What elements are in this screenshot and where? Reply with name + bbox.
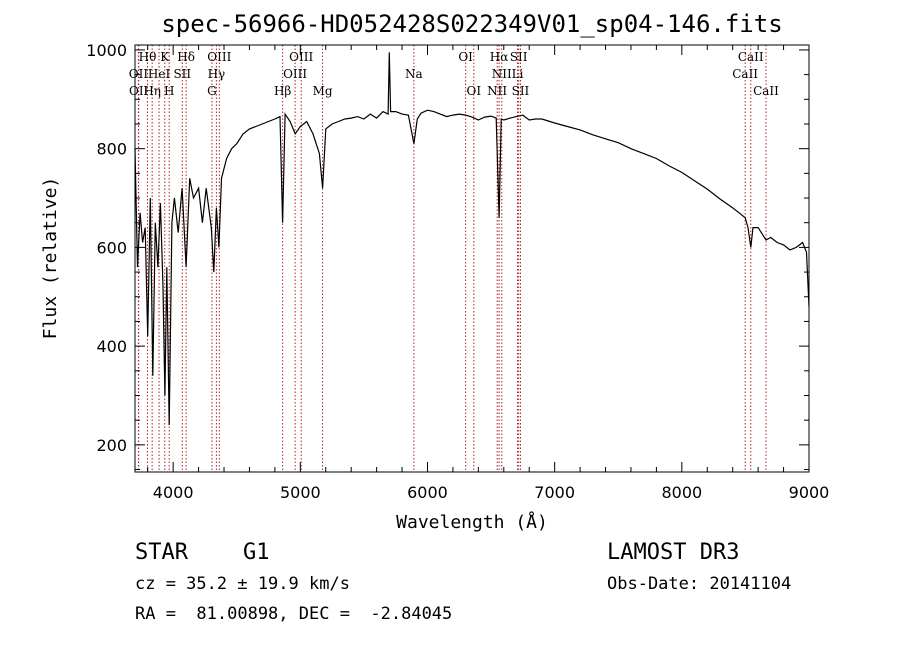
spectral-line-label: HeI	[148, 67, 171, 81]
survey-name: LAMOST DR3	[607, 540, 740, 565]
x-tick-label: 7000	[534, 483, 575, 502]
spectral-line-label: SII	[510, 50, 528, 64]
spectral-line-label: Hα	[490, 50, 509, 64]
chart-title: spec-56966-HD052428S022349V01_sp04-146.f…	[161, 10, 782, 38]
spectral-line-label: OI	[466, 84, 481, 98]
spectral-line-label: NII	[492, 67, 512, 81]
spectral-line-label: NII	[487, 84, 507, 98]
spectral-line-label: K	[160, 50, 170, 64]
y-tick-label: 600	[96, 238, 127, 257]
x-tick-label: 8000	[661, 483, 702, 502]
obs-date: Obs-Date: 20141104	[607, 574, 792, 594]
subclass: G1	[243, 540, 270, 565]
coordinates: RA = 81.00898, DEC = -2.84045	[135, 604, 453, 624]
spectral-line-label: OII	[129, 84, 149, 98]
x-tick-label: 5000	[280, 483, 321, 502]
x-tick-label: 6000	[407, 483, 448, 502]
spectrum-line	[134, 52, 810, 426]
spectral-line-label: CaII	[738, 50, 764, 64]
spectral-line-label: Mg	[313, 84, 333, 98]
spectral-line-label: Hη	[143, 84, 161, 98]
x-tick-label: 9000	[789, 483, 830, 502]
spectral-line-label: H	[164, 84, 174, 98]
spectral-line-label: Hβ	[274, 84, 291, 98]
spectral-line-label: Hδ	[177, 50, 195, 64]
y-axis-label: Flux (relative)	[40, 177, 61, 340]
spectral-line-label: SII	[173, 67, 191, 81]
y-tick-label: 800	[96, 140, 127, 159]
plot-frame	[134, 44, 810, 473]
spectral-line-label: Na	[405, 67, 423, 81]
spectral-line-label: CaII	[753, 84, 779, 98]
spectral-line-label: SII	[512, 84, 530, 98]
y-tick-label: 400	[96, 337, 127, 356]
spectral-line-label: OIII	[283, 67, 307, 81]
y-tick-label: 1000	[86, 41, 127, 60]
redshift-cz: cz = 35.2 ± 19.9 km/s	[135, 574, 350, 594]
spectral-line-label: G	[207, 84, 217, 98]
spectral-line-label: Li	[512, 67, 524, 81]
x-tick-label: 4000	[153, 483, 194, 502]
spectral-line-label: Hθ	[139, 50, 157, 64]
spectral-line-label: OI	[458, 50, 473, 64]
spectral-line-label: OII	[129, 67, 149, 81]
spectral-line-label: CaII	[732, 67, 758, 81]
y-tick-label: 200	[96, 436, 127, 455]
spectral-line-label: Hγ	[208, 67, 226, 81]
spectral-line-label: OIII	[289, 50, 313, 64]
spectral-line-label: OIII	[207, 50, 231, 64]
object-class: STAR	[135, 540, 188, 565]
x-axis-label: Wavelength (Å)	[396, 511, 548, 533]
